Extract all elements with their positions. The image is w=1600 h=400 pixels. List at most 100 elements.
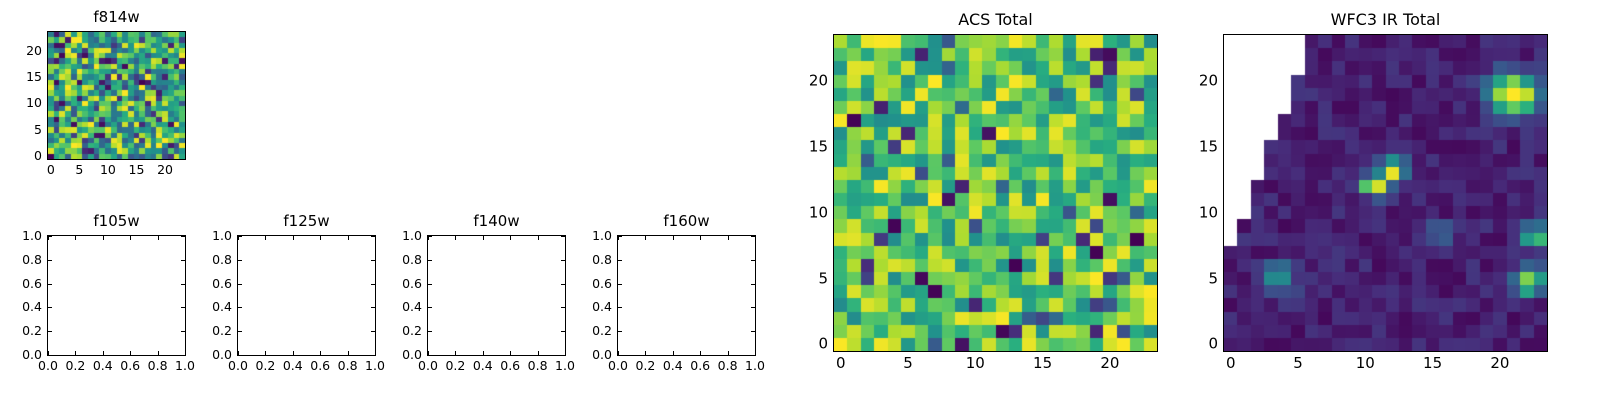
y-tick-mark	[371, 307, 375, 309]
x-tick-label: 0.2	[445, 358, 466, 373]
y-tick-label: 0.2	[592, 322, 612, 338]
x-tick-mark	[292, 236, 294, 240]
x-tick-label: 0.2	[255, 358, 276, 373]
y-tick-label: 0.0	[592, 346, 612, 362]
y-tick-mark	[181, 307, 185, 309]
x-tick-label: 0.0	[228, 358, 248, 373]
x-tick-mark	[700, 236, 702, 240]
y-tick-mark	[371, 236, 375, 237]
x-tick-mark	[672, 236, 674, 240]
y-tick-label: 20	[26, 42, 42, 58]
y-tick-mark	[238, 307, 242, 309]
x-tick-label: 1.0	[745, 358, 765, 373]
y-tick-mark	[181, 236, 185, 237]
x-tick-label: 0.2	[65, 358, 86, 373]
y-tick-mark	[371, 331, 375, 333]
subplot-f160w: f160w 0.0 0.2 0.4 0.6 0.8 1.0 0.0 0.2 0.4 0.6 0.8 1…	[592, 212, 765, 372]
x-tick-label: 0.6	[690, 358, 711, 373]
x-tick-label: 15	[128, 162, 145, 177]
y-tick-label: 0	[818, 334, 828, 353]
x-tick-label: 0.4	[282, 358, 303, 373]
y-tick-label: 5	[818, 269, 828, 288]
y-tick-label: 0.4	[592, 299, 612, 315]
x-tick-mark	[347, 236, 349, 240]
x-tick-label: 0.0	[608, 358, 628, 373]
y-tick-mark	[238, 355, 242, 356]
y-tick-mark	[751, 236, 755, 237]
y-tick-mark	[618, 259, 622, 261]
plot-title-f125w: f125w	[283, 212, 330, 230]
x-tick-mark	[510, 351, 512, 355]
y-tick-label: 0.4	[212, 299, 232, 315]
plot-title-f105w: f105w	[93, 212, 140, 230]
x-tick-label: 0.4	[92, 358, 113, 373]
y-tick-mark	[561, 331, 565, 333]
x-tick-label: 15	[1033, 354, 1053, 372]
plot-title-f160w: f160w	[663, 212, 710, 230]
y-tick-label: 0.6	[22, 275, 42, 291]
y-tick-label: 10	[1198, 203, 1218, 222]
x-tick-label: 5	[75, 162, 84, 177]
x-tick-label: 10	[1355, 354, 1375, 372]
x-tick-mark	[537, 351, 539, 355]
f814w-heatmap-image	[48, 32, 185, 159]
y-tick-label: 1.0	[212, 227, 232, 243]
y-tick-mark	[618, 355, 622, 356]
x-tick-mark	[700, 351, 702, 355]
subplot-f105w: f105w 0.0 0.2 0.4 0.6 0.8 1.0 0.0 0.2 0.4 0.6 0.8 1…	[22, 212, 195, 372]
x-tick-label: 5	[903, 354, 913, 372]
subplot-f140w: f140w 0.0 0.2 0.4 0.6 0.8 1.0 0.0 0.2 0.4 0.6 0.8 1…	[402, 212, 575, 372]
x-tick-mark	[347, 351, 349, 355]
y-tick-label: 10	[26, 95, 42, 111]
y-tick-label: 1.0	[402, 227, 422, 243]
x-tick-mark	[102, 236, 104, 240]
y-tick-mark	[561, 307, 565, 309]
y-tick-label: 0.0	[212, 346, 232, 362]
x-tick-label: 1.0	[365, 358, 385, 373]
x-tick-mark	[565, 236, 566, 240]
x-tick-mark	[645, 236, 647, 240]
x-tick-mark	[727, 351, 729, 355]
x-tick-mark	[130, 351, 132, 355]
x-tick-mark	[102, 351, 104, 355]
x-tick-label: 0.6	[500, 358, 521, 373]
y-tick-mark	[181, 331, 185, 333]
x-tick-label: 15	[1423, 354, 1443, 372]
y-tick-mark	[181, 283, 185, 285]
y-tick-mark	[238, 331, 242, 333]
y-tick-mark	[618, 307, 622, 309]
x-tick-mark	[755, 236, 756, 240]
x-tick-mark	[48, 351, 49, 355]
y-tick-label: 0.6	[592, 275, 612, 291]
x-tick-mark	[130, 236, 132, 240]
subplot-wfc3-ir-total: WFC3 IR Total 0 5 10 15 20 0 5 10 15 20	[1199, 10, 1548, 371]
y-tick-label: 0	[1208, 334, 1218, 353]
y-tick-mark	[428, 307, 432, 309]
y-tick-mark	[561, 355, 565, 356]
x-tick-mark	[455, 236, 457, 240]
y-tick-mark	[751, 283, 755, 285]
x-tick-label: 0.8	[527, 358, 548, 373]
x-tick-label: 0.2	[635, 358, 656, 373]
x-tick-mark	[320, 236, 322, 240]
x-tick-label: 1.0	[175, 358, 195, 373]
wfc3-ir-total-heatmap-image	[1224, 35, 1547, 351]
x-tick-mark	[428, 236, 429, 240]
y-tick-label: 0.8	[22, 251, 42, 267]
x-tick-label: 20	[1490, 354, 1510, 372]
y-tick-mark	[561, 236, 565, 237]
x-tick-mark	[618, 351, 619, 355]
y-tick-label: 1.0	[592, 227, 612, 243]
y-tick-mark	[371, 283, 375, 285]
x-tick-label: 0.0	[38, 358, 58, 373]
y-tick-label: 5	[1208, 269, 1218, 288]
y-tick-label: 0.4	[402, 299, 422, 315]
x-tick-label: 0.6	[120, 358, 141, 373]
x-tick-mark	[265, 236, 267, 240]
y-tick-label: 0.4	[22, 299, 42, 315]
x-tick-mark	[265, 351, 267, 355]
y-tick-mark	[48, 355, 52, 356]
x-tick-label: 0	[1225, 354, 1236, 372]
plot-title-acs-total: ACS Total	[958, 10, 1033, 29]
